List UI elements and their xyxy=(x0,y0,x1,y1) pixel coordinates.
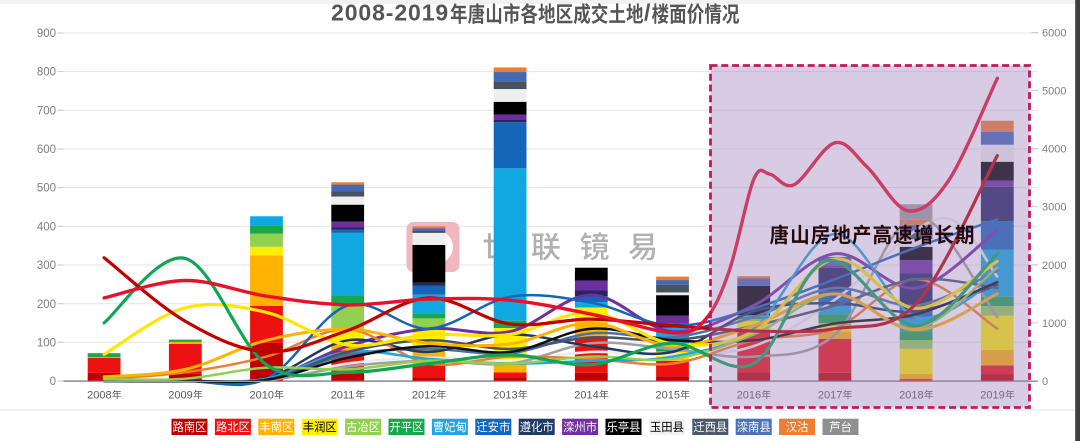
svg-text:2019: 2019 xyxy=(980,389,1004,401)
svg-text:2014: 2014 xyxy=(574,389,598,401)
svg-text:2010: 2010 xyxy=(250,389,274,401)
svg-text:/: / xyxy=(644,0,651,26)
svg-text:500: 500 xyxy=(37,183,56,195)
svg-text:2015: 2015 xyxy=(656,389,680,401)
svg-text:2012: 2012 xyxy=(412,389,436,401)
svg-text:1000: 1000 xyxy=(1042,318,1066,330)
svg-text:2018: 2018 xyxy=(899,389,923,401)
svg-text:2016: 2016 xyxy=(737,389,761,401)
svg-text:400: 400 xyxy=(37,221,56,233)
svg-text:2011: 2011 xyxy=(331,389,355,401)
svg-text:2017: 2017 xyxy=(818,389,842,401)
svg-text:2008: 2008 xyxy=(87,389,111,401)
svg-text:700: 700 xyxy=(37,105,56,117)
svg-text:5000: 5000 xyxy=(1042,86,1066,98)
svg-text:800: 800 xyxy=(37,67,56,79)
svg-text:0: 0 xyxy=(1042,376,1048,388)
svg-text:100: 100 xyxy=(37,337,56,349)
svg-text:2009: 2009 xyxy=(168,389,192,401)
svg-text:6000: 6000 xyxy=(1042,27,1066,39)
svg-text:900: 900 xyxy=(37,28,56,40)
svg-text:2013: 2013 xyxy=(493,389,517,401)
svg-text:0: 0 xyxy=(50,376,56,388)
svg-text:300: 300 xyxy=(37,260,56,272)
svg-text:200: 200 xyxy=(37,299,56,311)
svg-text:2008-2019: 2008-2019 xyxy=(331,0,449,26)
svg-text:4000: 4000 xyxy=(1042,144,1066,156)
svg-text:600: 600 xyxy=(37,144,56,156)
svg-text:2000: 2000 xyxy=(1042,260,1066,272)
svg-text:3000: 3000 xyxy=(1042,202,1066,214)
